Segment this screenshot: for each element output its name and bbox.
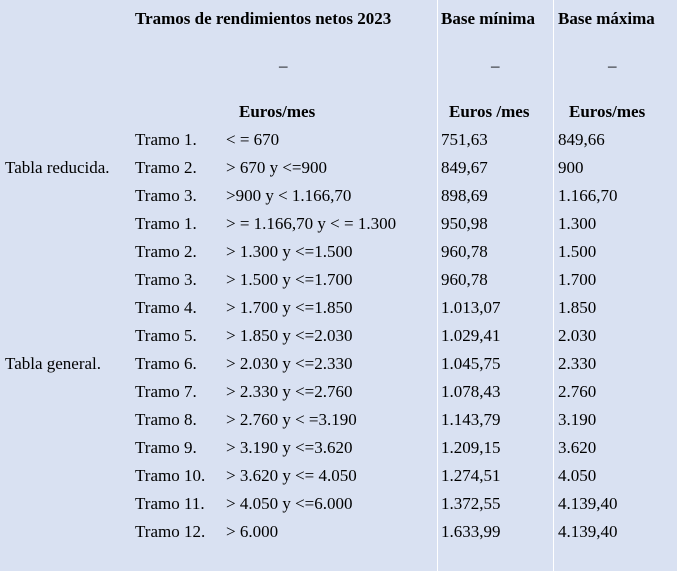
cell-range: > 1.850 y <=2.030 xyxy=(226,326,353,345)
cell-range: > 3.620 y <= 4.050 xyxy=(226,466,357,485)
cell-tramo: Tramo 11. xyxy=(135,494,205,513)
cell-tramo: Tramo 3. xyxy=(135,270,197,289)
cell-tramo: Tramo 4. xyxy=(135,298,197,317)
cell-base-maxima: 4.139,40 xyxy=(558,494,618,513)
cell-base-minima: 1.372,55 xyxy=(441,494,501,513)
header-base-minima: Base mínima xyxy=(441,9,535,28)
cell-range: > 1.700 y <=1.850 xyxy=(226,298,353,317)
cell-tramo: Tramo 10. xyxy=(135,466,206,485)
cell-base-maxima: 3.190 xyxy=(558,410,597,429)
cell-range: > 2.030 y <=2.330 xyxy=(226,354,353,373)
cell-base-maxima: 900 xyxy=(558,158,584,177)
cell-base-minima: 960,78 xyxy=(441,270,488,289)
cell-base-maxima: 849,66 xyxy=(558,130,605,149)
cell-base-minima: 960,78 xyxy=(441,242,488,261)
group-label-general: Tabla general. xyxy=(5,354,102,373)
cell-range: >900 y < 1.166,70 xyxy=(226,186,352,205)
cell-tramo: Tramo 2. xyxy=(135,158,197,177)
cell-tramo: Tramo 7. xyxy=(135,382,197,401)
cell-base-minima: 1.045,75 xyxy=(441,354,501,373)
cell-base-minima: 1.209,15 xyxy=(441,438,501,457)
header-tramos: Tramos de rendimientos netos 2023 xyxy=(135,9,392,28)
cell-range: > 3.190 y <=3.620 xyxy=(226,438,353,457)
cell-range: > 1.300 y <=1.500 xyxy=(226,242,353,261)
cell-base-minima: 1.013,07 xyxy=(441,298,501,317)
cell-range: > 670 y <=900 xyxy=(226,158,328,177)
column-separator xyxy=(553,0,554,571)
cell-base-maxima: 4.050 xyxy=(558,466,597,485)
header-unit-tramos: Euros/mes xyxy=(239,102,316,121)
cell-tramo: Tramo 1. xyxy=(135,130,197,149)
cell-tramo: Tramo 6. xyxy=(135,354,197,373)
cell-range: < = 670 xyxy=(226,130,280,149)
cell-range: > 4.050 y <=6.000 xyxy=(226,494,353,513)
cell-base-maxima: 2.030 xyxy=(558,326,597,345)
cell-base-maxima: 3.620 xyxy=(558,438,597,457)
header-dash-tramos: – xyxy=(279,56,288,75)
cell-base-maxima: 1.850 xyxy=(558,298,597,317)
cell-range: > 6.000 xyxy=(226,522,279,541)
header-dash-max: – xyxy=(608,56,617,75)
cell-base-minima: 1.633,99 xyxy=(441,522,501,541)
cell-tramo: Tramo 12. xyxy=(135,522,206,541)
cell-base-maxima: 2.760 xyxy=(558,382,597,401)
cell-base-minima: 1.029,41 xyxy=(441,326,501,345)
cell-base-maxima: 4.139,40 xyxy=(558,522,618,541)
cell-base-minima: 849,67 xyxy=(441,158,488,177)
cell-range: > 1.500 y <=1.700 xyxy=(226,270,353,289)
cell-base-maxima: 1.166,70 xyxy=(558,186,618,205)
cell-base-maxima: 1.500 xyxy=(558,242,597,261)
cell-tramo: Tramo 5. xyxy=(135,326,197,345)
cell-tramo: Tramo 8. xyxy=(135,410,197,429)
cell-base-maxima: 1.300 xyxy=(558,214,597,233)
cell-base-minima: 1.078,43 xyxy=(441,382,501,401)
cell-base-minima: 898,69 xyxy=(441,186,488,205)
cell-base-minima: 950,98 xyxy=(441,214,488,233)
cell-base-minima: 1.274,51 xyxy=(441,466,501,485)
cell-base-maxima: 1.700 xyxy=(558,270,597,289)
cell-tramo: Tramo 3. xyxy=(135,186,197,205)
cell-range: > 2.760 y < =3.190 xyxy=(226,410,357,429)
cell-base-minima: 1.143,79 xyxy=(441,410,501,429)
cell-tramo: Tramo 2. xyxy=(135,242,197,261)
group-label-reducida: Tabla reducida. xyxy=(5,158,110,177)
cell-base-maxima: 2.330 xyxy=(558,354,597,373)
cell-base-minima: 751,63 xyxy=(441,130,488,149)
header-dash-min: – xyxy=(491,56,500,75)
cell-tramo: Tramo 1. xyxy=(135,214,197,233)
cell-range: > = 1.166,70 y < = 1.300 xyxy=(226,214,397,233)
header-unit-max: Euros/mes xyxy=(569,102,646,121)
cell-range: > 2.330 y <=2.760 xyxy=(226,382,353,401)
header-unit-min: Euros /mes xyxy=(449,102,530,121)
column-separator xyxy=(437,0,438,571)
header-base-maxima: Base máxima xyxy=(558,9,655,28)
cell-tramo: Tramo 9. xyxy=(135,438,197,457)
